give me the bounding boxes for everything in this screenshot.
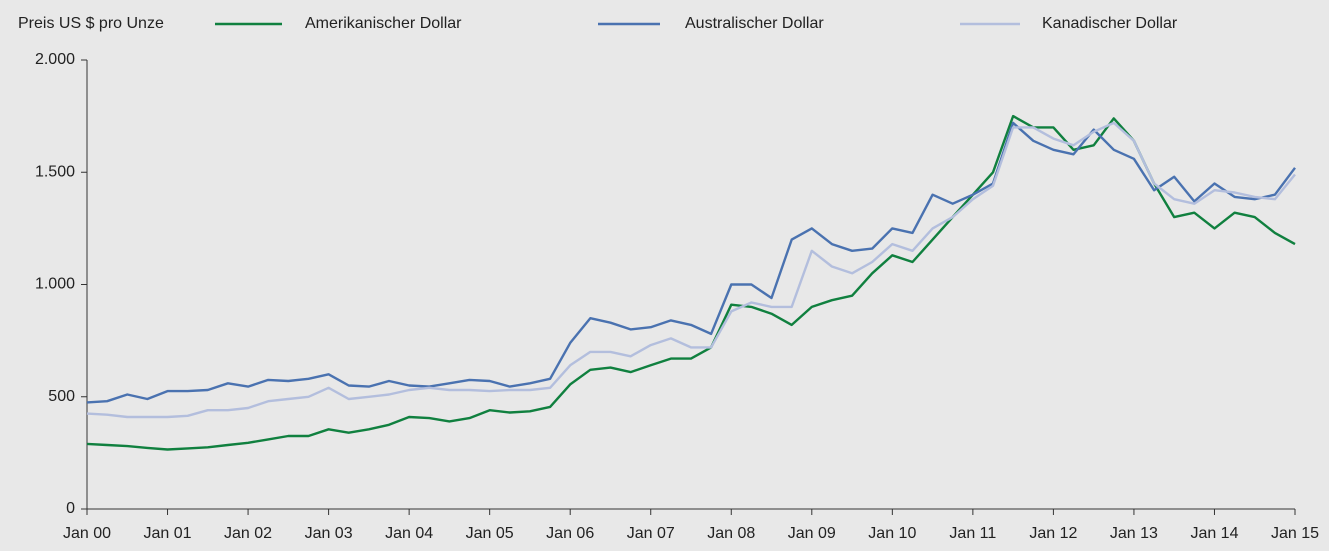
x-tick-label: Jan 06 xyxy=(546,525,594,542)
y-tick-label: 0 xyxy=(66,500,75,517)
x-tick-label: Jan 11 xyxy=(949,525,996,542)
x-tick-label: Jan 00 xyxy=(63,525,111,542)
y-tick-label: 1.500 xyxy=(35,163,75,180)
y-tick-label: 500 xyxy=(48,388,75,405)
x-tick-label: Jan 07 xyxy=(627,525,675,542)
series-line xyxy=(86,121,1296,404)
x-tick-label: Jan 05 xyxy=(466,525,514,542)
x-tick-label: Jan 03 xyxy=(305,525,353,542)
series-line xyxy=(86,114,1296,451)
x-tick-label: Jan 15 xyxy=(1271,525,1319,542)
x-tick-label: Jan 04 xyxy=(385,525,433,542)
y-tick-label: 1.000 xyxy=(35,276,75,293)
legend-label: Amerikanischer Dollar xyxy=(305,15,462,32)
x-tick-label: Jan 01 xyxy=(144,525,192,542)
x-tick-label: Jan 02 xyxy=(224,525,272,542)
x-tick-label: Jan 10 xyxy=(868,525,916,542)
y-axis-label: Preis US $ pro Unze xyxy=(18,15,164,32)
x-tick-label: Jan 13 xyxy=(1110,525,1158,542)
y-tick-label: 2.000 xyxy=(35,51,75,68)
x-tick-label: Jan 14 xyxy=(1190,525,1238,542)
series-line xyxy=(86,121,1296,419)
legend-label: Australischer Dollar xyxy=(685,15,824,32)
legend-label: Kanadischer Dollar xyxy=(1042,15,1178,32)
x-tick-label: Jan 08 xyxy=(707,525,755,542)
x-tick-label: Jan 12 xyxy=(1029,525,1077,542)
x-tick-label: Jan 09 xyxy=(788,525,836,542)
